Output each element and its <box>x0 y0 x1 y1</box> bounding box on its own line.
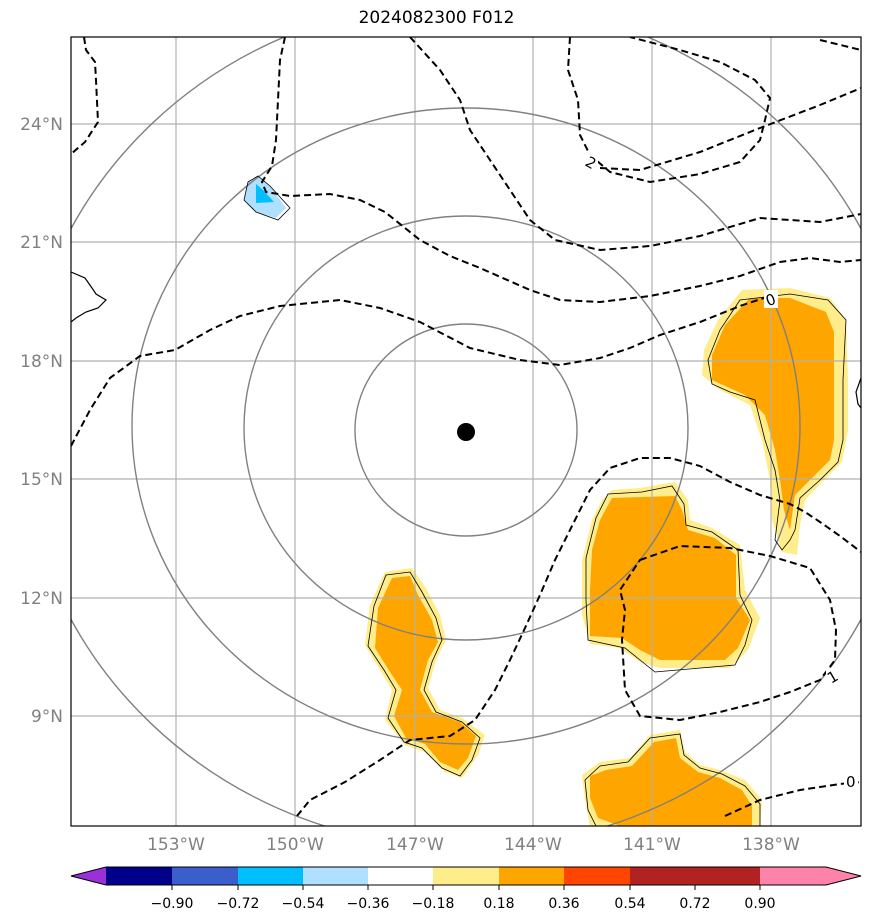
contour-line <box>819 39 861 51</box>
colorbar-segment <box>630 867 695 885</box>
contour-line <box>566 37 772 184</box>
lat-tick-label: 9°N <box>31 707 63 727</box>
colorbar-segment <box>106 867 172 885</box>
colorbar-tick-label: 0.18 <box>483 896 514 912</box>
contour-line <box>409 37 861 252</box>
colorbar-segment <box>760 867 826 885</box>
graticule <box>71 37 861 826</box>
lat-tick-label: 24°N <box>20 115 63 135</box>
contour-line <box>71 295 771 447</box>
range-ring-3 <box>131 107 801 745</box>
colorbar-tick-label: 0.54 <box>614 896 645 912</box>
lon-tick-label: 144°W <box>504 835 562 855</box>
colorbar-tick-label: −0.90 <box>151 896 194 912</box>
contour-line <box>260 37 861 304</box>
colorbar-segment <box>368 867 433 885</box>
colorbar-tick-label: −0.36 <box>347 896 390 912</box>
negative-patch-inner <box>256 184 274 203</box>
longitude-tick-labels: 153°W 150°W 147°W 144°W 141°W 138°W <box>147 835 800 855</box>
range-ring-1 <box>354 323 578 537</box>
positive-patch-south-inner <box>590 738 752 826</box>
colorbar-tick-label: −0.18 <box>412 896 455 912</box>
contour-line <box>599 87 861 172</box>
lat-tick-label: 21°N <box>20 233 63 253</box>
lon-tick-label: 153°W <box>147 835 205 855</box>
colorbar-segment <box>303 867 368 885</box>
positive-patch-central-inner <box>590 496 750 660</box>
lon-tick-label: 147°W <box>386 835 444 855</box>
thin-outlines <box>243 175 847 826</box>
latitude-tick-labels: 24°N 21°N 18°N 15°N 12°N 9°N <box>20 115 63 727</box>
shaded-field-layer <box>244 176 848 826</box>
lon-tick-label: 141°W <box>623 835 681 855</box>
colorbar-tick-label: −0.54 <box>282 896 325 912</box>
colorbar-segment <box>238 867 303 885</box>
contour-line <box>618 544 838 722</box>
coastlines <box>71 271 861 409</box>
colorbar: −0.90 −0.72 −0.54 −0.36 −0.18 0.18 0.36 … <box>70 866 862 912</box>
contour-line <box>296 457 861 817</box>
colorbar-tick-label: 0.72 <box>679 896 710 912</box>
range-ring-2 <box>243 215 689 641</box>
contour-line <box>71 37 100 155</box>
lat-tick-label: 12°N <box>20 589 63 609</box>
colorbar-tick-label: 0.90 <box>744 896 775 912</box>
coastline-west <box>71 271 107 323</box>
colorbar-tick-label: −0.72 <box>217 896 260 912</box>
map-title: 2024082300 F012 <box>358 8 515 28</box>
positive-patch-east-inner <box>712 298 834 530</box>
colorbar-segment <box>172 867 238 885</box>
colorbar-max-extension <box>826 867 861 885</box>
lat-tick-label: 15°N <box>20 470 63 490</box>
positive-patch-west-inner <box>375 576 476 770</box>
lon-tick-label: 138°W <box>742 835 800 855</box>
colorbar-min-extension <box>71 867 106 885</box>
colorbar-segment <box>433 867 499 885</box>
colorbar-outline <box>70 866 862 886</box>
coastline-east <box>855 377 861 409</box>
contour-label: 0 <box>846 773 856 791</box>
colorbar-segment <box>695 867 760 885</box>
plot-frame <box>70 36 862 827</box>
colorbar-tick-label: 0.36 <box>548 896 579 912</box>
storm-center-marker <box>457 423 475 441</box>
lon-tick-label: 150°W <box>266 835 324 855</box>
range-rings <box>71 37 861 826</box>
contour-label-group: 2 0 1 0 <box>582 153 858 791</box>
contour-lines <box>71 37 861 817</box>
lat-tick-label: 18°N <box>20 352 63 372</box>
colorbar-segment <box>499 867 564 885</box>
colorbar-segment <box>564 867 630 885</box>
